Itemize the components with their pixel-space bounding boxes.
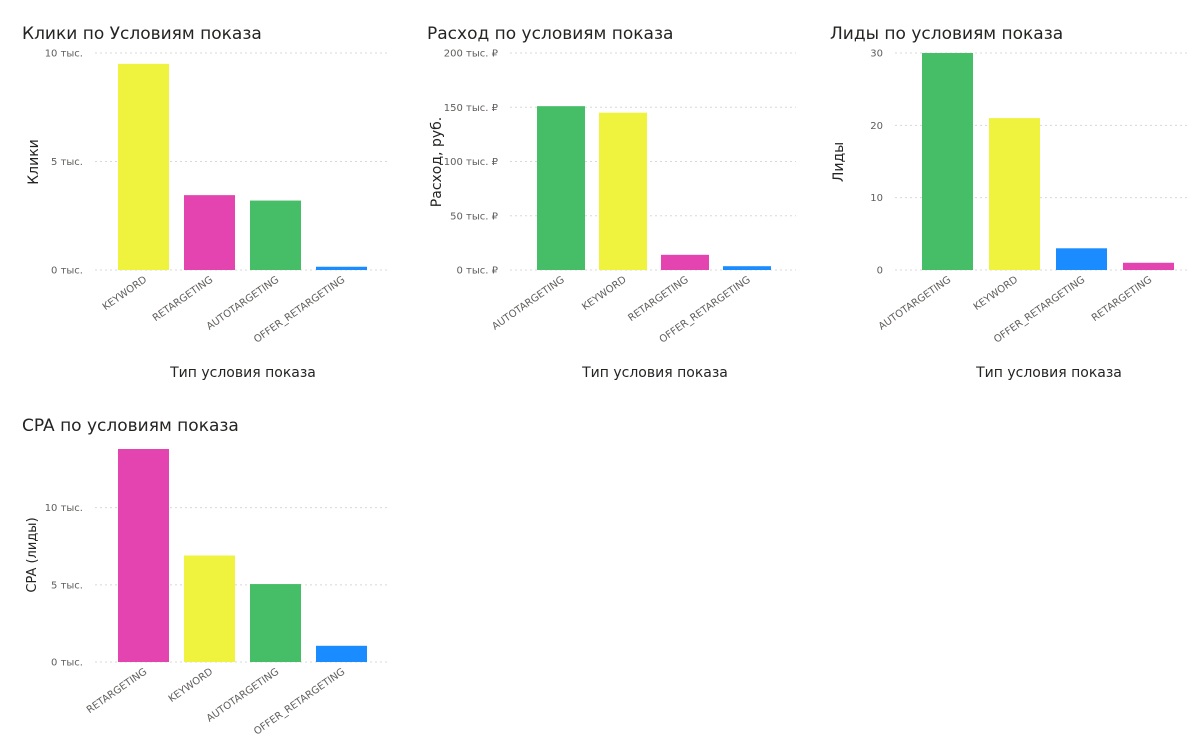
chart-leads-y-tick-label: 0	[877, 266, 883, 277]
chart-cpa-y-tick-label: 10 тыс.	[45, 503, 83, 514]
chart-spend-bar-offer-retargeting[interactable]	[723, 266, 771, 270]
chart-cpa: CPA по условиям показа CPA (лиды) 0 тыс.…	[22, 416, 390, 738]
chart-clicks-bar-autotargeting[interactable]	[250, 200, 301, 270]
chart-spend-title: Расход по условиям показа	[427, 24, 673, 44]
chart-leads-x-tick-label: AUTOTARGETING	[877, 274, 953, 332]
chart-spend-x-tick-label: RETARGETING	[626, 274, 690, 324]
chart-spend: Расход по условиям показа Расход, руб. Т…	[427, 24, 796, 381]
chart-clicks-bar-retargeting[interactable]	[184, 195, 235, 270]
chart-clicks-bar-offer-retargeting[interactable]	[316, 266, 367, 270]
chart-cpa-plot: 0 тыс.5 тыс.10 тыс.RETARGETING KEYWORDAUT…	[45, 449, 390, 738]
chart-leads-ylabel: Лиды	[831, 142, 847, 182]
chart-cpa-x-tick-label: RETARGETING	[85, 666, 149, 716]
chart-leads: Лиды по условиям показа Лиды Тип условия…	[830, 24, 1190, 381]
chart-spend-y-tick-label: 150 тыс. ₽	[444, 103, 499, 114]
chart-cpa-y-tick-label: 5 тыс.	[51, 580, 83, 591]
chart-leads-y-tick-label: 10	[870, 193, 883, 204]
chart-clicks-ylabel: Клики	[26, 139, 42, 185]
chart-clicks-x-tick-label: KEYWORD	[101, 274, 150, 313]
chart-cpa-bar-keyword[interactable]	[184, 555, 235, 663]
chart-clicks-y-tick-label: 0 тыс.	[51, 266, 83, 277]
chart-spend-ylabel: Расход, руб.	[429, 117, 445, 207]
chart-spend-x-tick-label: KEYWORD	[580, 274, 629, 313]
chart-spend-y-tick-label: 100 тыс. ₽	[444, 157, 499, 168]
chart-cpa-bar-retargeting[interactable]	[118, 449, 169, 662]
chart-spend-y-tick-label: 200 тыс. ₽	[444, 49, 499, 60]
chart-cpa-title: CPA по условиям показа	[22, 416, 239, 436]
chart-clicks-y-tick-label: 10 тыс.	[45, 49, 83, 60]
chart-cpa-y-tick-label: 0 тыс.	[51, 658, 83, 669]
chart-leads-bar-autotargeting[interactable]	[922, 53, 973, 270]
chart-clicks-y-tick-label: 5 тыс.	[51, 157, 83, 168]
chart-spend-y-tick-label: 0 тыс. ₽	[457, 266, 499, 277]
chart-spend-xlabel: Тип условия показа	[581, 365, 728, 381]
chart-clicks: Клики по Условиям показа Клики Тип услов…	[22, 24, 390, 381]
chart-cpa-bar-autotargeting[interactable]	[250, 584, 301, 662]
chart-spend-plot: 0 тыс. ₽ 50 тыс. ₽ 100 тыс. ₽ 150 тыс. ₽ 200…	[444, 49, 796, 346]
chart-cpa-x-tick-label: KEYWORD	[167, 666, 216, 705]
chart-spend-bar-keyword[interactable]	[599, 112, 647, 270]
chart-spend-bar-retargeting[interactable]	[661, 254, 709, 270]
chart-spend-x-tick-label: AUTOTARGETING	[490, 274, 566, 332]
chart-cpa-ylabel: CPA (лиды)	[25, 517, 40, 592]
chart-clicks-bar-keyword[interactable]	[118, 63, 169, 270]
chart-clicks-x-tick-label: RETARGETING	[151, 274, 215, 324]
chart-leads-bar-offer-retargeting[interactable]	[1056, 248, 1107, 270]
chart-leads-title: Лиды по условиям показа	[830, 24, 1063, 44]
chart-leads-y-tick-label: 30	[870, 49, 883, 60]
chart-clicks-title: Клики по Условиям показа	[22, 24, 262, 44]
chart-leads-x-tick-label: RETARGETING	[1090, 274, 1154, 324]
chart-leads-bar-keyword[interactable]	[989, 118, 1040, 270]
chart-spend-bar-autotargeting[interactable]	[537, 106, 585, 270]
chart-clicks-plot: 0 тыс.5 тыс.10 тыс.KEYWORD RETARGETINGAUT…	[45, 49, 390, 346]
chart-clicks-xlabel: Тип условия показа	[169, 365, 316, 381]
chart-leads-bar-retargeting[interactable]	[1123, 262, 1174, 270]
chart-spend-y-tick-label: 50 тыс. ₽	[450, 211, 498, 222]
chart-cpa-bar-offer-retargeting[interactable]	[316, 645, 367, 662]
chart-leads-xlabel: Тип условия показа	[975, 365, 1122, 381]
chart-leads-x-tick-label: KEYWORD	[972, 274, 1021, 313]
chart-leads-y-tick-label: 20	[870, 121, 883, 132]
